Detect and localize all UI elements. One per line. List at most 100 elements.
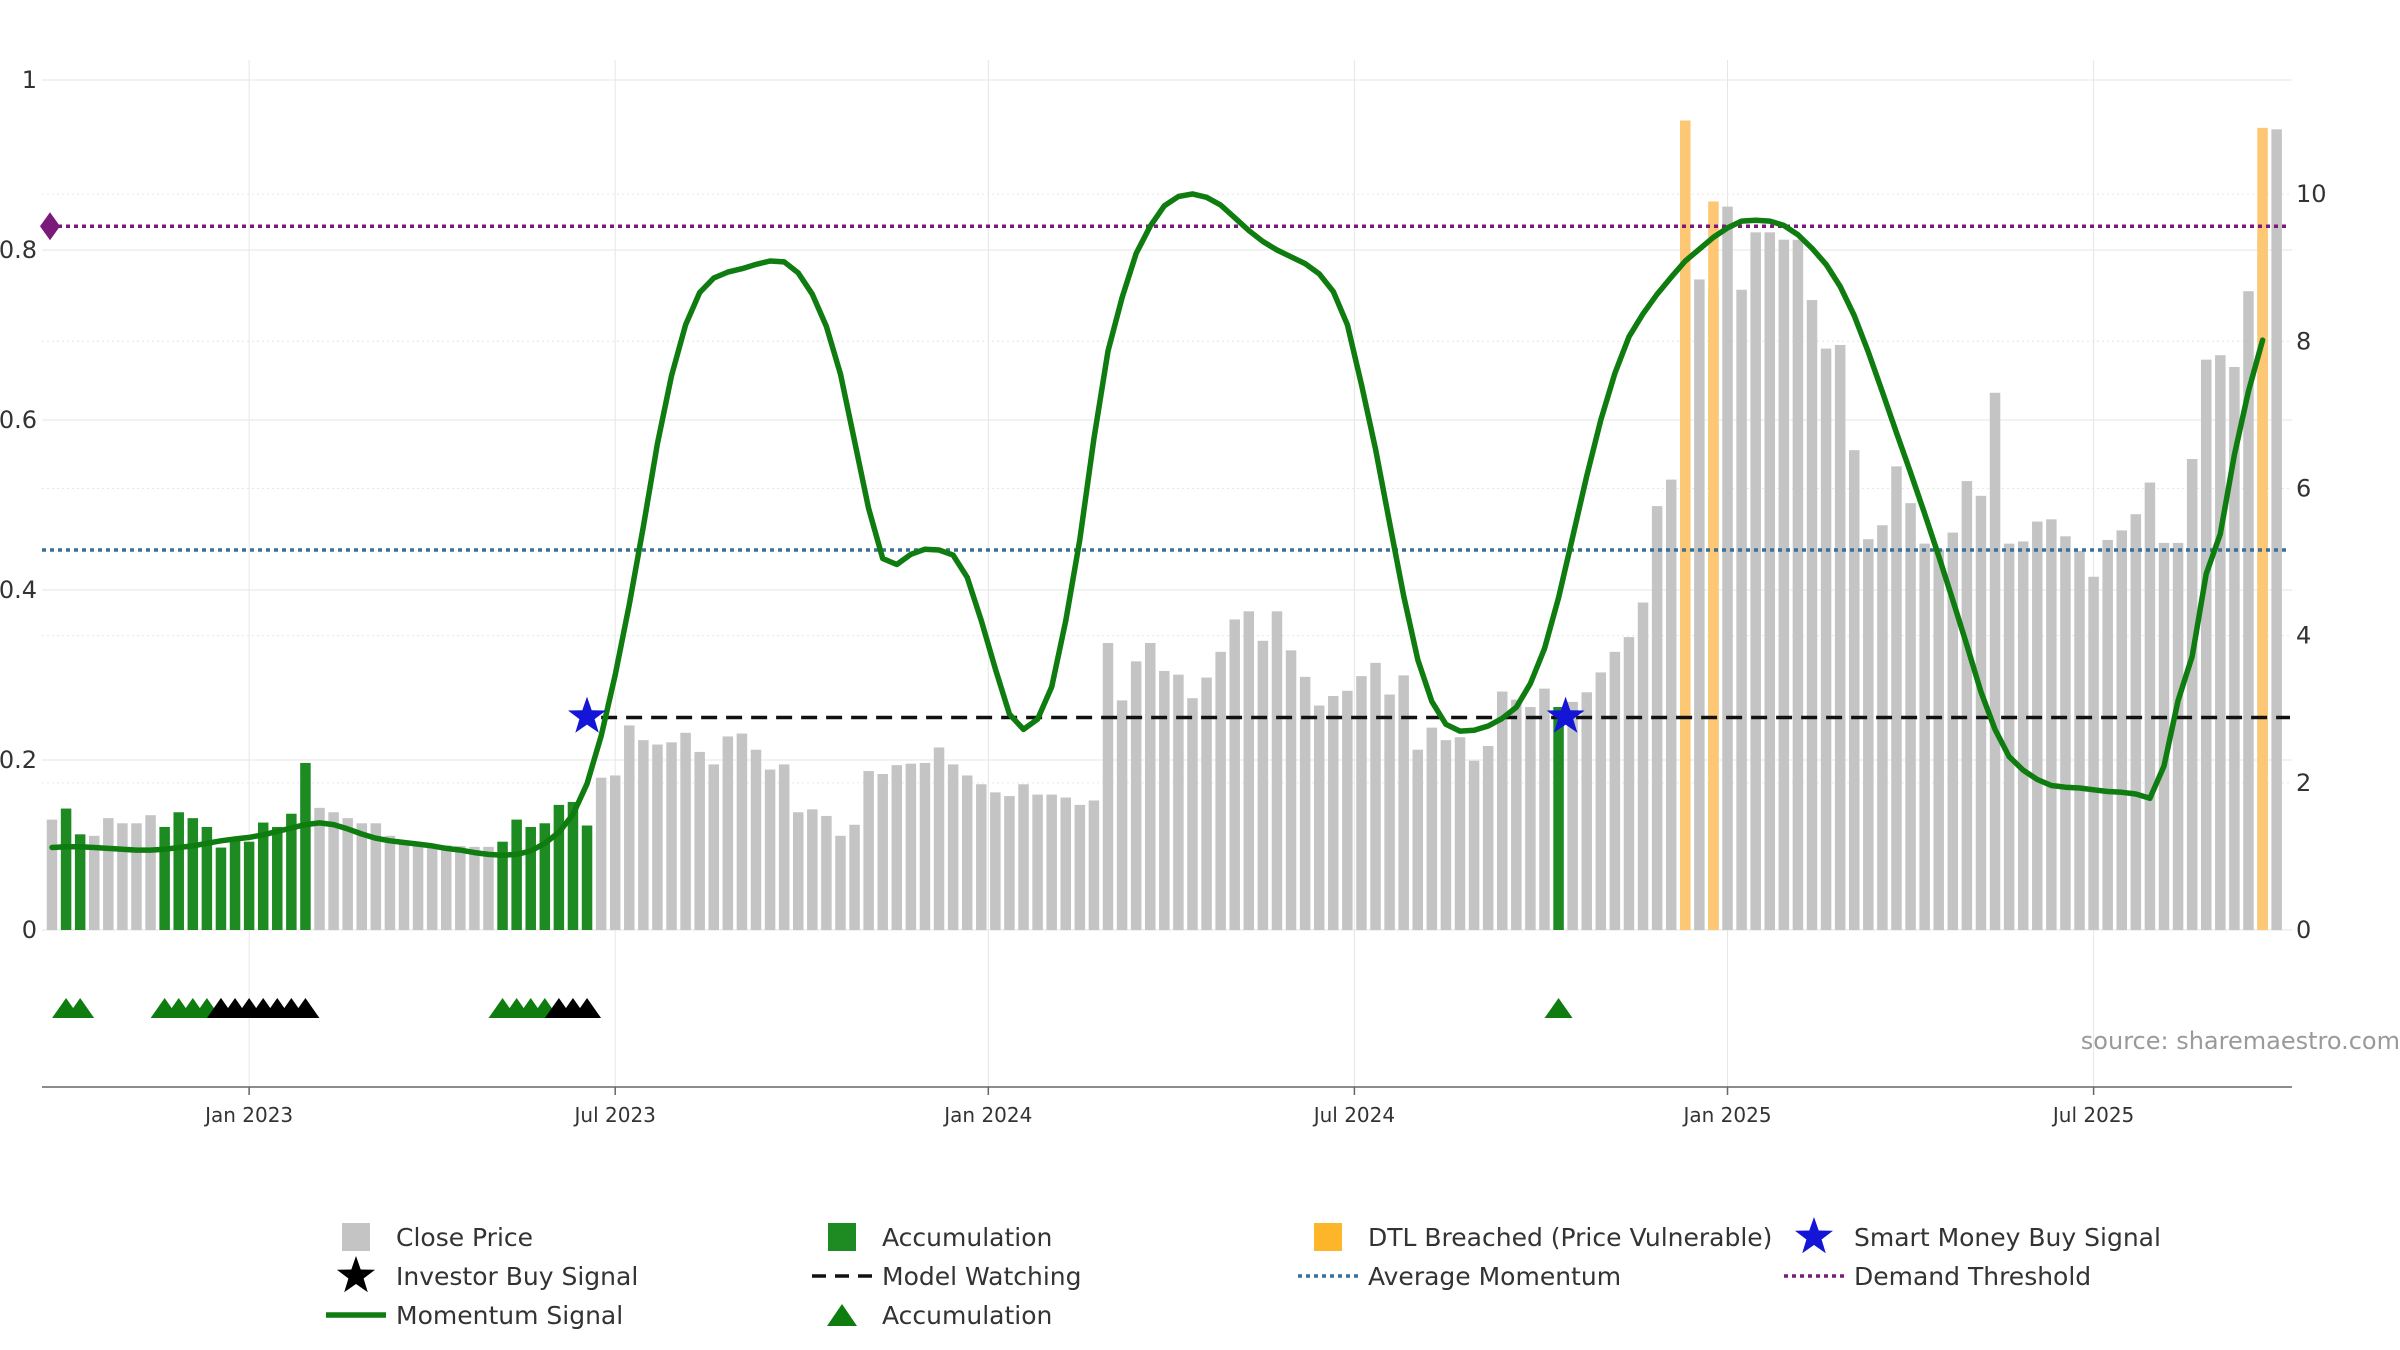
accumulation-bar — [525, 826, 536, 930]
close-price-bar — [2088, 576, 2099, 930]
close-price-bar — [1567, 701, 1578, 930]
close-price-bar — [426, 843, 438, 930]
investor-buy-triangle — [573, 998, 602, 1018]
close-price-bar — [1947, 532, 1959, 930]
momentum-signal-line — [49, 191, 2266, 858]
x-tick-label: Jul 2023 — [573, 1103, 656, 1127]
accumulation-bar — [511, 819, 522, 930]
close-price-bar — [1454, 737, 1466, 930]
close-price-bar — [877, 773, 888, 930]
close-price-bar — [2074, 550, 2085, 930]
close-price-bar — [1229, 619, 1240, 930]
close-price-bar — [1243, 611, 1255, 930]
accumulation-bar — [159, 826, 170, 930]
accumulation-bar — [539, 823, 551, 930]
close-price-bar — [1046, 794, 1057, 930]
close-price-bar — [1356, 676, 1367, 930]
x-tick-label: Jul 2025 — [2051, 1103, 2134, 1127]
close-price-bar — [1806, 300, 1818, 930]
close-price-bar — [412, 843, 424, 930]
close-price-bar — [1468, 760, 1480, 930]
x-tick-label: Jan 2025 — [1681, 1103, 1771, 1127]
close-price-bar — [455, 846, 466, 930]
close-price-bar — [328, 812, 339, 930]
close-price-bar — [1581, 692, 1592, 930]
close-price-bar — [1412, 749, 1424, 930]
close-price-bar — [131, 823, 142, 930]
close-price-bar — [1088, 800, 1100, 930]
close-price-bar — [384, 835, 396, 930]
accumulation-bar — [286, 813, 297, 930]
close-price-bar — [103, 818, 114, 930]
close-price-bar — [1482, 746, 1494, 930]
close-price-bar — [46, 819, 58, 930]
source-note: source: sharemaestro.com — [2081, 1027, 2400, 1055]
demand-threshold-marker — [40, 212, 60, 241]
right-tick-label: 0 — [2296, 916, 2311, 944]
accumulation-bar — [201, 826, 213, 930]
left-tick-label: 1 — [22, 66, 37, 94]
close-price-bar — [1778, 239, 1790, 931]
close-price-bar — [638, 740, 649, 930]
close-price-bar — [821, 815, 832, 930]
close-price-bar — [145, 815, 156, 930]
close-price-bar — [835, 835, 846, 930]
close-price-bar — [891, 765, 903, 930]
close-price-bar — [595, 777, 607, 930]
close-price-bar — [1609, 651, 1621, 930]
close-price-bar — [1215, 651, 1226, 930]
close-price-bar — [1933, 549, 1944, 930]
accumulation-bar — [300, 762, 311, 930]
accumulation-bar — [497, 841, 508, 930]
close-price-bar — [1736, 289, 1747, 931]
close-price-bar — [1511, 699, 1522, 930]
close-price-bar — [961, 775, 973, 930]
x-tick-label: Jan 2024 — [942, 1103, 1032, 1127]
close-price-bar — [933, 747, 945, 930]
close-price-bar — [2130, 514, 2142, 930]
legend: Close Price Accumulation DTL Breached (Pri… — [326, 1217, 2161, 1330]
close-price-bar — [1271, 611, 1283, 930]
dtl-breached-bar — [2257, 127, 2268, 930]
legend-item: Demand Threshold — [1784, 1262, 2091, 1291]
close-price-bar — [2032, 521, 2043, 930]
close-price-bar — [750, 749, 762, 930]
close-price-bar — [807, 809, 818, 930]
close-price-bar — [2060, 536, 2071, 930]
close-price-bar — [342, 818, 353, 930]
x-tick-label: Jul 2024 — [1312, 1103, 1395, 1127]
accumulation-bar — [215, 847, 227, 930]
close-price-bar — [1891, 466, 1902, 930]
legend-label: Investor Buy Signal — [396, 1262, 638, 1291]
legend-item: Investor Buy Signal — [337, 1256, 638, 1293]
close-price-bar — [1525, 707, 1536, 930]
accumulation-triangle — [1544, 998, 1573, 1018]
close-price-bar — [1328, 695, 1339, 930]
smart-money-star — [1546, 696, 1585, 733]
close-price-bar — [1144, 642, 1156, 930]
legend-label: Smart Money Buy Signal — [1854, 1223, 2161, 1252]
close-price-bar — [1285, 650, 1297, 930]
close-price-bar — [2017, 541, 2029, 930]
accumulation-bar — [60, 808, 72, 930]
close-price-bar — [1750, 232, 1761, 931]
accumulation-bar — [187, 818, 199, 930]
close-price-bar — [2046, 519, 2057, 930]
accumulation-bar — [272, 826, 283, 930]
legend-label: Model Watching — [882, 1262, 1082, 1291]
legend-label: DTL Breached (Price Vulnerable) — [1368, 1223, 1772, 1252]
close-price-bar — [624, 725, 635, 930]
left-tick-label: 0.6 — [0, 406, 37, 434]
close-price-bar — [1130, 661, 1142, 930]
close-price-bar — [356, 823, 368, 930]
close-price-bar — [2215, 355, 2226, 930]
close-price-bar — [1834, 344, 1846, 930]
close-price-bar — [1342, 690, 1353, 930]
close-price-bar — [905, 763, 917, 930]
close-price-bar — [2116, 530, 2128, 930]
left-tick-label: 0.4 — [0, 576, 37, 604]
close-price-bar — [1877, 525, 1888, 930]
close-price-bar — [1102, 642, 1114, 930]
close-price-bar — [1863, 539, 1874, 930]
